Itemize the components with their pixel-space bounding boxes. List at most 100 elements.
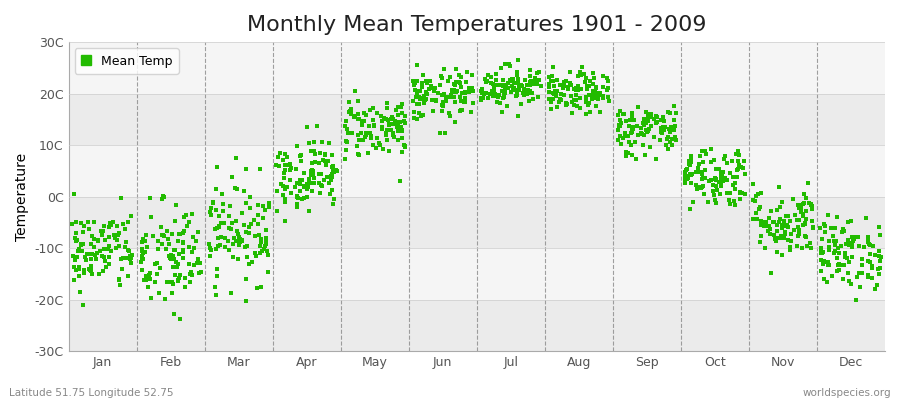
Point bbox=[568, 97, 582, 103]
Point bbox=[622, 123, 636, 130]
Point bbox=[762, 215, 777, 221]
Point bbox=[380, 137, 394, 143]
Point bbox=[709, 176, 724, 182]
Point bbox=[314, 139, 328, 145]
Point bbox=[797, 191, 812, 197]
Point bbox=[225, 174, 239, 181]
Point bbox=[814, 250, 829, 256]
Point bbox=[347, 114, 362, 120]
Point bbox=[427, 88, 441, 94]
Point bbox=[436, 98, 450, 105]
Point bbox=[420, 90, 435, 97]
Point bbox=[82, 226, 96, 232]
Point bbox=[500, 80, 515, 86]
Point bbox=[599, 74, 614, 81]
Point bbox=[478, 76, 492, 82]
Point bbox=[308, 151, 322, 158]
Point bbox=[786, 196, 800, 203]
Point bbox=[517, 87, 531, 93]
Point bbox=[290, 180, 304, 186]
Point bbox=[433, 130, 447, 136]
Point bbox=[544, 106, 558, 112]
Point bbox=[753, 222, 768, 228]
Point bbox=[724, 157, 739, 164]
Point bbox=[746, 216, 760, 222]
Point bbox=[102, 261, 116, 268]
Point bbox=[799, 194, 814, 201]
Point bbox=[102, 254, 116, 260]
Point bbox=[462, 84, 476, 91]
Point bbox=[88, 256, 103, 262]
Point bbox=[682, 158, 697, 164]
Point bbox=[358, 131, 373, 138]
Point bbox=[861, 234, 876, 240]
Point bbox=[772, 216, 787, 222]
Point bbox=[203, 212, 218, 218]
Point bbox=[526, 95, 540, 102]
Point bbox=[416, 72, 430, 78]
Point bbox=[491, 94, 505, 100]
Point bbox=[439, 98, 454, 104]
Point bbox=[176, 238, 190, 245]
Point bbox=[859, 214, 873, 221]
Point bbox=[458, 99, 473, 106]
Point bbox=[163, 254, 177, 261]
Point bbox=[814, 250, 828, 256]
Point bbox=[257, 206, 272, 213]
Point bbox=[350, 151, 365, 157]
Point bbox=[664, 136, 679, 142]
Point bbox=[367, 122, 382, 129]
Point bbox=[386, 132, 400, 138]
Point bbox=[616, 111, 631, 117]
Point bbox=[523, 78, 537, 84]
Point bbox=[643, 144, 657, 150]
Point bbox=[352, 152, 366, 158]
Point bbox=[667, 116, 681, 123]
Point bbox=[68, 267, 83, 274]
Point bbox=[348, 88, 363, 94]
Point bbox=[433, 82, 447, 88]
Point bbox=[559, 100, 573, 107]
Point bbox=[684, 159, 698, 165]
Point bbox=[179, 212, 194, 218]
Point bbox=[194, 269, 208, 276]
Point bbox=[102, 224, 116, 230]
Point bbox=[68, 238, 83, 244]
Point bbox=[138, 248, 152, 255]
Point bbox=[798, 216, 813, 222]
Point bbox=[191, 228, 205, 235]
Point bbox=[523, 82, 537, 88]
Point bbox=[164, 252, 178, 258]
Point bbox=[184, 278, 198, 285]
Point bbox=[804, 245, 818, 251]
Point bbox=[590, 84, 604, 91]
Point bbox=[151, 237, 166, 244]
Point bbox=[458, 79, 473, 85]
Point bbox=[678, 176, 692, 182]
Point bbox=[814, 224, 828, 231]
Point bbox=[714, 172, 728, 178]
Point bbox=[733, 196, 747, 203]
Point bbox=[637, 122, 652, 128]
Point bbox=[591, 94, 606, 100]
Point bbox=[456, 99, 471, 105]
Point bbox=[613, 133, 627, 140]
Point bbox=[114, 195, 129, 202]
Point bbox=[224, 290, 238, 296]
Point bbox=[567, 102, 581, 108]
Point bbox=[407, 114, 421, 121]
Point bbox=[659, 142, 673, 148]
Point bbox=[637, 132, 652, 138]
Point bbox=[83, 251, 97, 257]
Point bbox=[72, 264, 86, 270]
Point bbox=[146, 233, 160, 239]
Point bbox=[513, 82, 527, 88]
Point bbox=[110, 237, 124, 244]
Point bbox=[820, 279, 834, 285]
Point bbox=[166, 253, 180, 260]
Point bbox=[528, 75, 543, 81]
Point bbox=[176, 240, 190, 246]
Point bbox=[209, 246, 223, 252]
Point bbox=[845, 253, 859, 260]
Point bbox=[351, 98, 365, 105]
